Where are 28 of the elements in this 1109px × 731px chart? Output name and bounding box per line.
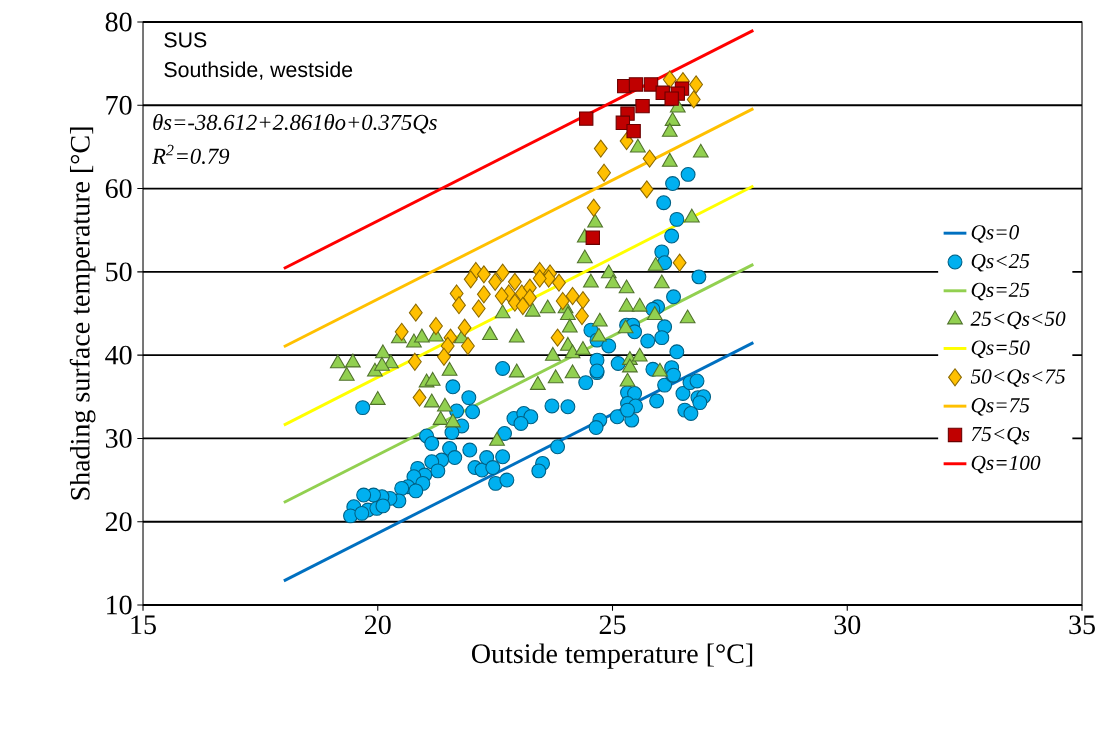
x-tick-label: 15 xyxy=(131,615,156,635)
legend-label: 50<Qs<75 xyxy=(970,369,1066,387)
legend-label: Qs=25 xyxy=(971,282,1030,301)
y-tick-label: 40 xyxy=(105,345,132,365)
legend-label: 25<Qs<50 xyxy=(970,311,1066,330)
legend-label: Qs=75 xyxy=(971,398,1030,416)
y-tick-label: 60 xyxy=(105,179,132,199)
annotation: Southside, westside xyxy=(164,61,353,80)
y-tick-label: 50 xyxy=(106,262,132,282)
x-tick-label: 35 xyxy=(1069,615,1095,635)
x-tick-label: 30 xyxy=(834,615,861,635)
annotation: θs=-38.612+2.861θo+0.375Qs xyxy=(153,113,437,134)
x-axis-title: Outside temperature [°C] xyxy=(472,643,753,669)
y-tick-label: 70 xyxy=(106,95,132,115)
y-tick-label: 80 xyxy=(105,12,132,32)
y-tick-label: 30 xyxy=(105,428,132,448)
legend-label: 75<Qs xyxy=(971,426,1030,445)
y-tick-label: 20 xyxy=(105,512,132,532)
annotation: R$^{2}$=0.79 xyxy=(151,144,230,165)
legend-label: Qs=0 xyxy=(971,225,1020,243)
y-tick-label: 10 xyxy=(107,595,132,615)
legend-label: Qs=50 xyxy=(971,340,1030,359)
x-tick-label: 20 xyxy=(364,615,391,635)
legend-label: Qs<25 xyxy=(971,253,1030,272)
annotation: SUS xyxy=(164,32,207,48)
y-axis-title: Shading surface temperature [°C] xyxy=(69,127,96,500)
x-tick-label: 25 xyxy=(599,615,626,635)
legend-label: Qs=100 xyxy=(971,455,1041,474)
